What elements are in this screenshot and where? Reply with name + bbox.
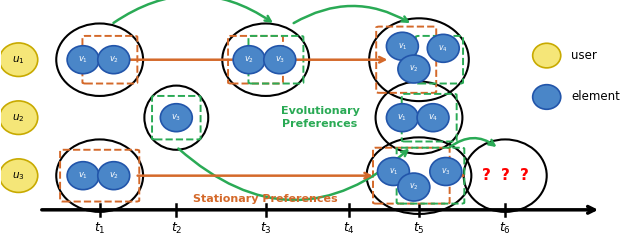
Text: $v_2$: $v_2$: [409, 64, 419, 74]
Ellipse shape: [428, 34, 460, 62]
Ellipse shape: [98, 162, 130, 190]
Ellipse shape: [532, 85, 561, 109]
Text: $v_3$: $v_3$: [275, 55, 285, 65]
Ellipse shape: [0, 101, 38, 134]
Ellipse shape: [378, 158, 410, 186]
Text: $t_5$: $t_5$: [413, 221, 425, 236]
Text: ?: ?: [482, 168, 490, 183]
Text: $t_2$: $t_2$: [170, 221, 182, 236]
Ellipse shape: [67, 46, 99, 74]
Text: $v_1$: $v_1$: [397, 112, 408, 123]
Ellipse shape: [0, 159, 38, 192]
Text: $v_4$: $v_4$: [428, 112, 438, 123]
Text: Evolutionary
Preferences: Evolutionary Preferences: [280, 106, 360, 129]
Ellipse shape: [233, 46, 265, 74]
Text: $u_3$: $u_3$: [12, 170, 25, 182]
Text: $t_6$: $t_6$: [499, 221, 511, 236]
Text: $v_2$: $v_2$: [409, 182, 419, 192]
Ellipse shape: [430, 158, 462, 186]
Text: ?: ?: [520, 168, 529, 183]
Ellipse shape: [398, 173, 430, 201]
Text: element: element: [571, 91, 620, 104]
Text: $v_1$: $v_1$: [397, 41, 407, 51]
Text: $v_1$: $v_1$: [78, 170, 88, 181]
Text: $u_2$: $u_2$: [12, 112, 25, 123]
Ellipse shape: [98, 46, 130, 74]
Text: ?: ?: [500, 168, 509, 183]
Text: $v_2$: $v_2$: [109, 170, 119, 181]
Text: $t_1$: $t_1$: [94, 221, 106, 236]
Text: $v_2$: $v_2$: [244, 55, 254, 65]
Text: $t_4$: $t_4$: [343, 221, 355, 236]
Ellipse shape: [417, 104, 449, 132]
Text: $u_1$: $u_1$: [12, 54, 25, 66]
Text: $t_3$: $t_3$: [260, 221, 271, 236]
Ellipse shape: [161, 104, 192, 132]
Text: $v_4$: $v_4$: [438, 43, 448, 54]
Ellipse shape: [532, 43, 561, 68]
Text: $v_3$: $v_3$: [171, 112, 182, 123]
Ellipse shape: [398, 55, 430, 83]
Text: $v_1$: $v_1$: [78, 55, 88, 65]
Text: $v_2$: $v_2$: [109, 55, 119, 65]
Ellipse shape: [67, 162, 99, 190]
Text: user: user: [571, 49, 597, 62]
Text: $v_3$: $v_3$: [441, 166, 451, 177]
Ellipse shape: [387, 104, 419, 132]
Ellipse shape: [0, 43, 38, 77]
Ellipse shape: [264, 46, 296, 74]
Text: Stationary Preferences: Stationary Preferences: [193, 195, 338, 205]
Text: $v_1$: $v_1$: [388, 166, 398, 177]
Ellipse shape: [387, 32, 419, 60]
